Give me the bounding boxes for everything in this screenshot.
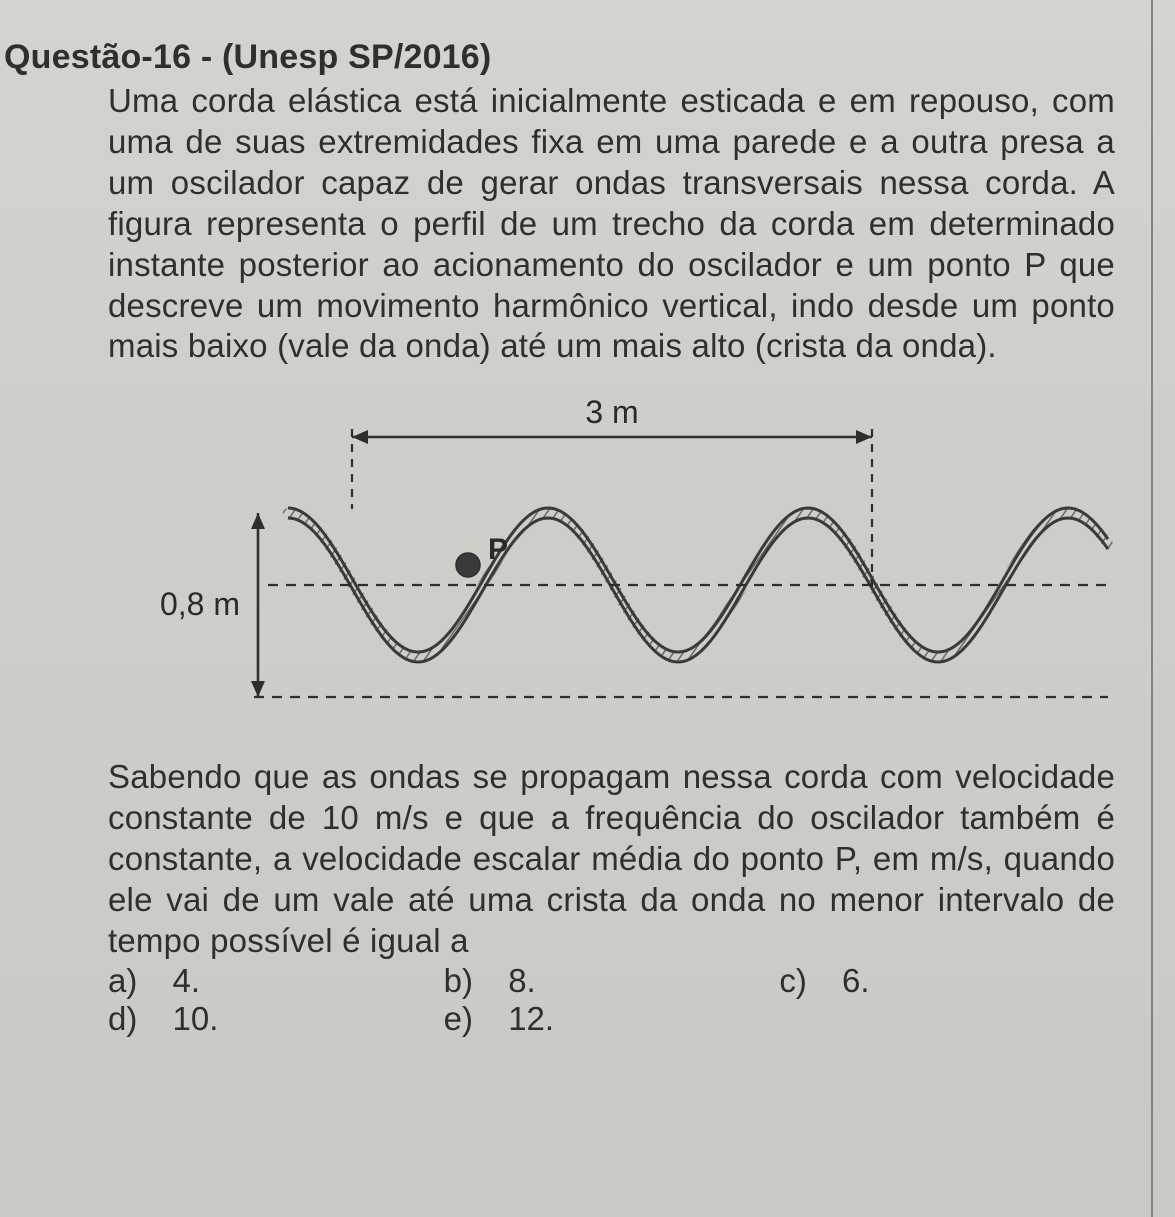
question-paragraph-1: Uma corda elástica está inicialmente est… xyxy=(108,81,1115,367)
page-right-edge-line xyxy=(1151,0,1153,1217)
option-b-letter: b) xyxy=(444,962,473,999)
options-row-2: d) 10. e) 12. xyxy=(108,1000,1115,1038)
option-e-letter: e) xyxy=(444,1000,473,1037)
options-block: a) 4. b) 8. c) 6. d) 10. e) 12. xyxy=(108,962,1115,1038)
point-p-label: P xyxy=(488,533,508,566)
wave-body-hatch xyxy=(288,513,1108,657)
arrowhead-up-icon xyxy=(251,513,265,529)
option-b-value: 8. xyxy=(508,962,536,999)
option-a: a) 4. xyxy=(108,962,444,1000)
arrowhead-right-icon xyxy=(856,430,872,444)
option-a-value: 4. xyxy=(173,962,201,999)
wave-figure: 3 m 0,8 m P xyxy=(108,385,1135,745)
height-label: 0,8 m xyxy=(160,586,240,622)
option-spacer xyxy=(779,1000,1115,1038)
option-c: c) 6. xyxy=(779,962,1115,1000)
width-label: 3 m xyxy=(585,394,638,430)
option-d-value: 10. xyxy=(173,1000,219,1037)
wave-outline-bottom xyxy=(288,518,1108,662)
option-c-letter: c) xyxy=(779,962,807,999)
option-c-value: 6. xyxy=(842,962,870,999)
option-e: e) 12. xyxy=(444,1000,780,1038)
question-paragraph-2: Sabendo que as ondas se propagam nessa c… xyxy=(108,757,1115,962)
arrowhead-down-icon xyxy=(251,681,265,697)
options-row-1: a) 4. b) 8. c) 6. xyxy=(108,962,1115,1000)
wave-figure-svg: 3 m 0,8 m P xyxy=(108,385,1118,745)
question-header: Questão-16 - (Unesp SP/2016) xyxy=(4,38,1135,77)
point-p-marker xyxy=(456,553,480,577)
option-b: b) 8. xyxy=(444,962,780,1000)
option-a-letter: a) xyxy=(108,962,137,999)
option-d: d) 10. xyxy=(108,1000,444,1038)
arrowhead-left-icon xyxy=(352,430,368,444)
exam-page: Questão-16 - (Unesp SP/2016) Uma corda e… xyxy=(0,0,1175,1217)
option-d-letter: d) xyxy=(108,1000,137,1037)
option-e-value: 12. xyxy=(508,1000,554,1037)
wave-outline-top xyxy=(288,508,1108,652)
